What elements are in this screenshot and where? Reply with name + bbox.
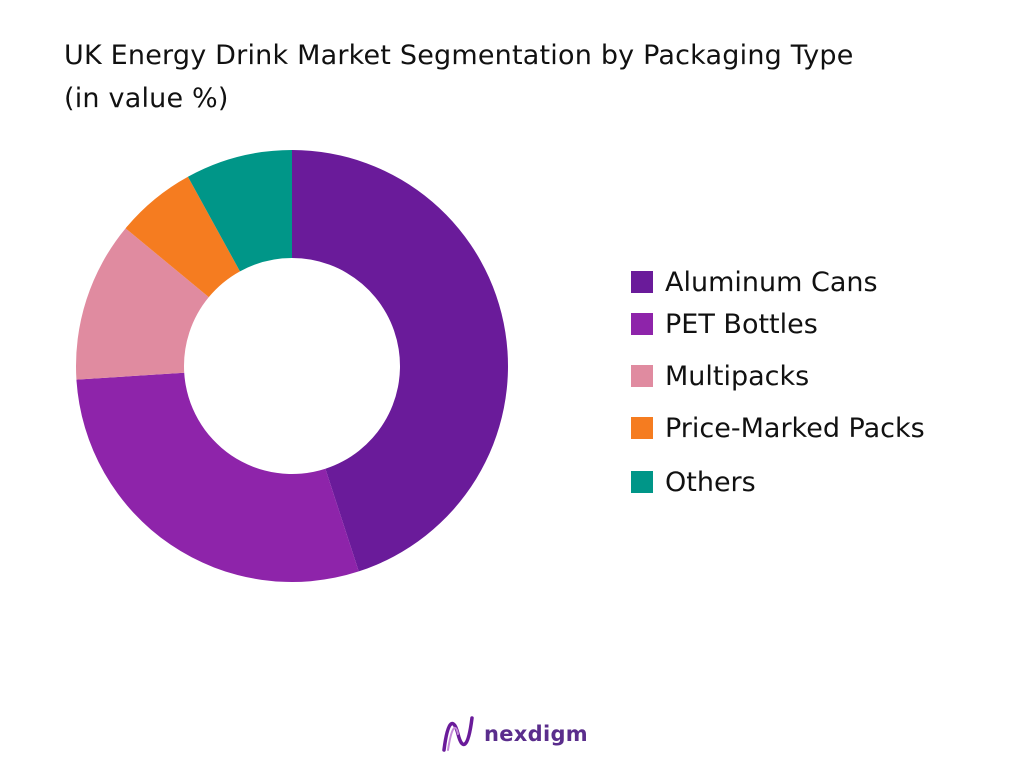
legend-swatch [631,417,653,439]
chart-title-line-1: UK Energy Drink Market Segmentation by P… [64,40,854,71]
legend-label: Multipacks [665,360,810,392]
legend-label: PET Bottles [665,308,818,340]
legend-swatch [631,365,653,387]
donut-slice-pet-bottles [76,372,359,582]
chart-title: UK Energy Drink Market Segmentation by P… [64,34,984,120]
donut-slice-aluminum-cans [292,150,509,572]
donut-slice-price-marked-packs [125,176,240,298]
legend-item: Others [631,462,756,502]
donut-slice-others [187,150,292,272]
legend-label: Aluminum Cans [665,266,878,298]
legend-item: Price-Marked Packs [631,408,925,448]
legend-label: Others [665,466,756,498]
legend-item: PET Bottles [631,304,818,344]
legend-label: Price-Marked Packs [665,412,925,444]
legend-swatch [631,271,653,293]
nexdigm-wave-icon [442,716,474,752]
legend-item: Aluminum Cans [631,262,878,302]
donut-slice-multipacks [76,228,209,380]
brand-name: nexdigm [484,722,588,746]
legend-item: Multipacks [631,356,809,396]
legend-swatch [631,313,653,335]
brand-logo: nexdigm [440,714,588,754]
chart-title-line-2: (in value %) [64,83,229,114]
legend-swatch [631,471,653,493]
